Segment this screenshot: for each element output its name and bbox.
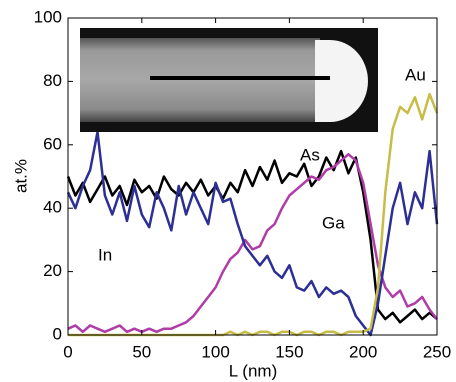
x-tick-label: 200 <box>349 342 377 361</box>
series-label: As <box>300 145 320 164</box>
x-tick-label: 50 <box>132 342 151 361</box>
series-label: Ga <box>322 213 345 232</box>
y-tick-label: 0 <box>53 324 62 343</box>
x-tick-label: 250 <box>423 342 451 361</box>
y-tick-label: 100 <box>34 7 62 26</box>
series-label: Au <box>405 65 426 84</box>
x-axis-label: L (nm) <box>229 361 278 380</box>
y-tick-label: 60 <box>43 134 62 153</box>
x-tick-label: 0 <box>63 342 72 361</box>
chart: As Ga In Au L (nm) at.% 0 50 100 150 200 250 0… <box>0 0 456 382</box>
x-tick-label: 100 <box>201 342 229 361</box>
series-label: In <box>98 245 112 264</box>
y-axis-label: at.% <box>11 159 30 193</box>
y-tick-label: 40 <box>43 198 62 217</box>
y-tick-label: 80 <box>43 71 62 90</box>
y-tick-label: 20 <box>43 261 62 280</box>
inset-image <box>80 28 378 132</box>
x-tick-label: 150 <box>275 342 303 361</box>
